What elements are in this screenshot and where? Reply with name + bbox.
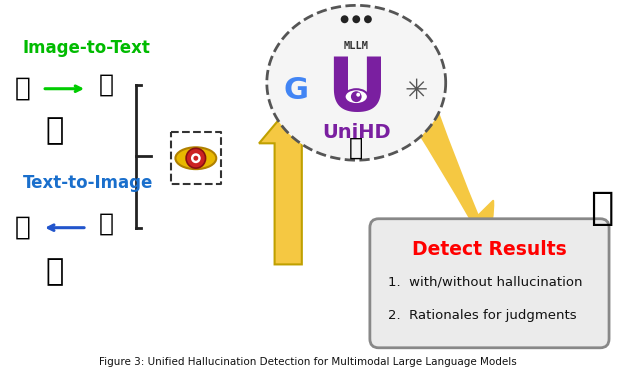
Circle shape [191, 153, 201, 163]
Ellipse shape [267, 5, 445, 160]
Text: Image-to-Text: Image-to-Text [23, 39, 151, 57]
Text: 2.  Rationales for judgments: 2. Rationales for judgments [388, 308, 577, 321]
Circle shape [356, 93, 360, 97]
FancyBboxPatch shape [370, 219, 609, 348]
Text: Figure 3: Unified Hallucination Detection for Multimodal Large Language Models: Figure 3: Unified Hallucination Detectio… [99, 357, 517, 367]
Text: 📄: 📄 [99, 212, 114, 236]
Text: U: U [326, 54, 387, 127]
Circle shape [364, 15, 372, 23]
Text: ✳: ✳ [405, 77, 428, 105]
Text: G: G [284, 76, 309, 105]
Text: 📄: 📄 [99, 73, 114, 97]
Text: Text-to-Image: Text-to-Image [23, 174, 153, 192]
Circle shape [351, 91, 362, 102]
Circle shape [341, 15, 348, 23]
Text: 1.  with/without hallucination: 1. with/without hallucination [388, 276, 583, 289]
Text: 🙈: 🙈 [349, 135, 364, 159]
Text: MLLM: MLLM [344, 41, 369, 51]
Text: 🖼: 🖼 [15, 215, 31, 241]
FancyArrowPatch shape [413, 112, 493, 242]
Text: UniHD: UniHD [322, 123, 391, 142]
Ellipse shape [175, 147, 216, 169]
Text: 🤔: 🤔 [590, 189, 614, 227]
Text: 🖼: 🖼 [15, 76, 31, 102]
Circle shape [193, 156, 198, 161]
Circle shape [352, 15, 360, 23]
Polygon shape [259, 109, 318, 264]
Text: 🤖: 🤖 [46, 116, 64, 145]
Text: 🤖: 🤖 [46, 257, 64, 286]
Circle shape [186, 148, 205, 168]
Ellipse shape [345, 89, 368, 104]
Text: Detect Results: Detect Results [412, 240, 567, 259]
